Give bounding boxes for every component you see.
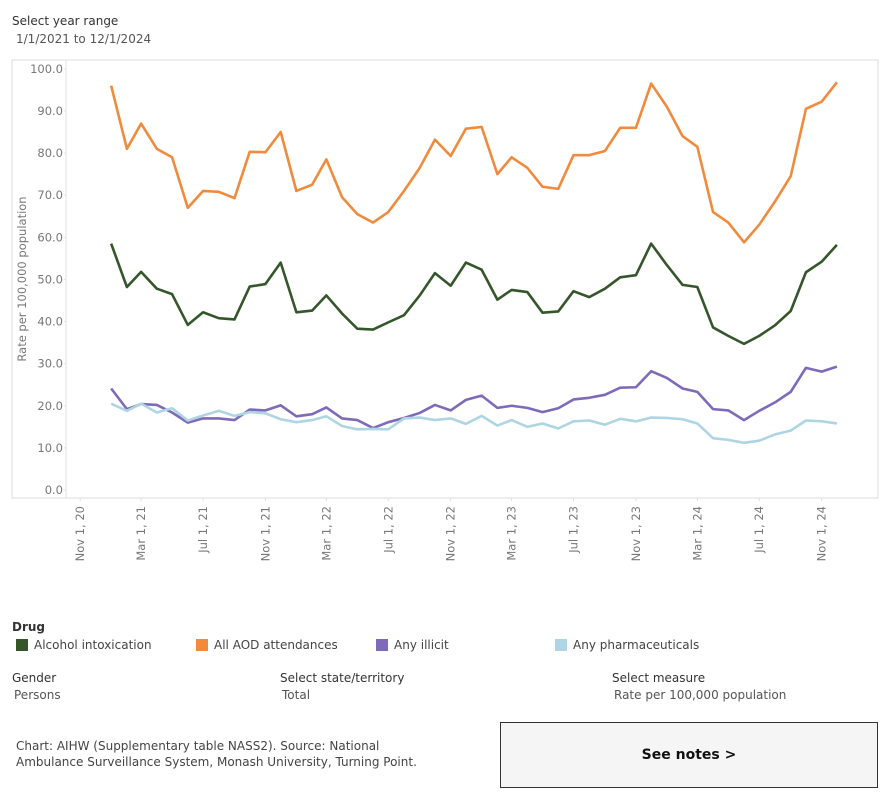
y-tick-label: 40.0 xyxy=(37,315,63,329)
legend-item[interactable]: Alcohol intoxication xyxy=(16,638,152,652)
legend-label: Any pharmaceuticals xyxy=(573,638,700,652)
y-tick-label: 0.0 xyxy=(45,483,63,497)
x-tick-label: Jul 1, 21 xyxy=(196,506,210,554)
y-tick-label: 100.0 xyxy=(30,62,63,76)
legend-swatch xyxy=(555,639,567,651)
filter-value[interactable]: Total xyxy=(282,688,311,702)
x-tick-label: Nov 1, 22 xyxy=(444,506,458,561)
x-tick-label: Nov 1, 20 xyxy=(73,506,87,561)
x-tick-label: Jul 1, 23 xyxy=(567,506,581,554)
y-tick-label: 70.0 xyxy=(37,188,63,202)
x-tick-label: Mar 1, 21 xyxy=(134,506,148,561)
x-tick-label: Jul 1, 24 xyxy=(752,506,766,554)
y-tick-label: 90.0 xyxy=(37,104,63,118)
filter-label: Select year range xyxy=(12,14,119,28)
x-tick-label: Mar 1, 23 xyxy=(505,506,519,561)
y-tick-label: 80.0 xyxy=(37,146,63,160)
y-tick-label: 20.0 xyxy=(37,399,63,413)
y-axis-label: Rate per 100,000 population xyxy=(15,196,29,361)
legend-item[interactable]: Any pharmaceuticals xyxy=(555,638,699,652)
legend-item[interactable]: All AOD attendances xyxy=(196,638,338,652)
line-series xyxy=(109,81,838,244)
filter-label: Select measure xyxy=(612,671,706,685)
y-tick-label: 10.0 xyxy=(37,441,63,455)
x-tick-label: Mar 1, 24 xyxy=(690,506,704,561)
legend-label: Any illicit xyxy=(394,638,449,652)
legend-label: All AOD attendances xyxy=(214,638,338,652)
chart: Rate per 100,000 population 0.0 10.0 20.0 3… xyxy=(11,59,879,561)
x-tick-label: Nov 1, 24 xyxy=(815,506,829,561)
legend-item[interactable]: Any illicit xyxy=(376,638,449,652)
filter-label: Select state/territory xyxy=(280,671,405,685)
y-tick-label: 50.0 xyxy=(37,272,63,286)
legend-title: Drug xyxy=(12,620,46,634)
y-tick-label: 30.0 xyxy=(37,357,63,371)
line-series xyxy=(110,402,838,445)
y-tick-label: 60.0 xyxy=(37,230,63,244)
line-series xyxy=(109,242,838,346)
x-tick-label: Nov 1, 23 xyxy=(629,506,643,561)
legend-swatch xyxy=(16,639,28,651)
filter-label: Gender xyxy=(12,671,57,685)
legend-swatch xyxy=(376,639,388,651)
filter-value[interactable]: Persons xyxy=(14,688,61,702)
plot-frame xyxy=(11,59,879,499)
see-notes-button[interactable]: See notes > xyxy=(500,722,878,788)
legend-label: Alcohol intoxication xyxy=(34,638,152,652)
x-tick-label: Mar 1, 22 xyxy=(319,506,333,561)
legend-swatch xyxy=(196,639,208,651)
x-tick-label: Jul 1, 22 xyxy=(381,506,395,554)
line-series xyxy=(110,365,838,430)
filter-value[interactable]: Rate per 100,000 population xyxy=(614,688,787,702)
filter-value[interactable]: 1/1/2021 to 12/1/2024 xyxy=(16,32,152,46)
x-tick-label: Nov 1, 21 xyxy=(258,506,272,561)
source-note: Chart: AIHW (Supplementary table NASS2).… xyxy=(16,739,417,769)
